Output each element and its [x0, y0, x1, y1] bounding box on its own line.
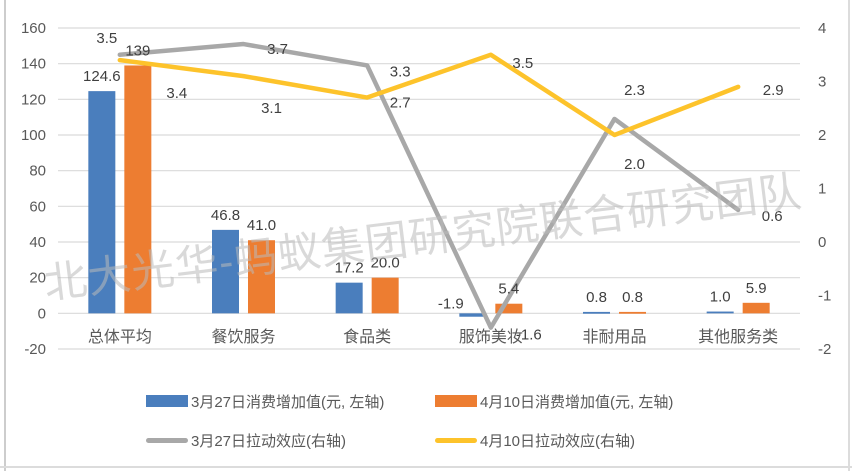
- line-data-label: 3.4: [166, 85, 187, 102]
- left-axis-tick-label: 60: [29, 198, 46, 215]
- bar-data-label: 124.6: [83, 68, 121, 85]
- legend-swatch-apr10-line: [435, 437, 477, 443]
- bar-data-label: 0.8: [622, 289, 643, 306]
- bar-data-label: 17.2: [335, 260, 364, 277]
- frame-edge-bottom: [0, 466, 852, 468]
- bar-data-label: 1.0: [710, 289, 731, 306]
- legend-label-apr10-line: 4月10日拉动效应(右轴): [480, 432, 636, 450]
- bar-apr10: [124, 65, 152, 314]
- right-axis-tick-label: 0: [818, 234, 826, 251]
- bar-apr10: [371, 277, 399, 314]
- left-axis-tick-label: 120: [21, 91, 46, 108]
- legend-label-mar27-bars: 3月27日消费增加值(元, 左轴): [191, 393, 385, 411]
- bar-mar27: [335, 282, 363, 314]
- legend-item-apr10-bars: 4月10日消费增加值(元, 左轴): [435, 391, 673, 411]
- line-data-label: 2.9: [763, 82, 784, 99]
- category-label: 非耐用品: [582, 328, 646, 346]
- left-axis-tick-label: 40: [29, 234, 46, 251]
- right-axis-tick-label: -1: [818, 288, 831, 305]
- legend-label-mar27-line: 3月27日拉动效应(右轴): [191, 432, 347, 450]
- bar-data-label: 5.4: [498, 281, 519, 298]
- legend-swatch-mar27-bar: [146, 395, 188, 407]
- bar-apr10: [495, 303, 523, 314]
- right-axis-tick-label: 2: [818, 127, 826, 144]
- left-axis-tick-label: 100: [21, 127, 46, 144]
- left-axis-tick-label: 0: [38, 305, 46, 322]
- bar-data-label: 5.9: [746, 280, 767, 297]
- frame-edge-right: [848, 0, 850, 471]
- right-axis-tick-label: -2: [818, 341, 831, 358]
- line-data-label: 3.1: [261, 100, 282, 117]
- bar-mar27: [459, 313, 487, 317]
- legend-item-mar27-line: 3月27日拉动效应(右轴): [146, 430, 346, 450]
- right-axis-tick-label: 3: [818, 74, 826, 91]
- legend-item-mar27-bars: 3月27日消费增加值(元, 左轴): [146, 391, 384, 411]
- line-data-label: 3.7: [267, 41, 288, 58]
- bar-mar27: [706, 311, 734, 314]
- bar-data-label: -1.9: [438, 295, 464, 312]
- line-data-label: 3.3: [390, 63, 411, 80]
- legend-label-apr10-bars: 4月10日消费增加值(元, 左轴): [480, 393, 674, 411]
- line-data-label: 2.3: [624, 82, 645, 99]
- left-axis-tick-label: 160: [21, 20, 46, 37]
- legend-swatch-apr10-bar: [435, 395, 477, 407]
- bar-apr10: [619, 311, 646, 314]
- bar-data-label: 139: [125, 42, 150, 59]
- bar-data-label: 41.0: [247, 217, 276, 234]
- legend-swatch-mar27-line: [146, 437, 188, 443]
- line-data-label: -1.6: [516, 327, 542, 344]
- right-axis-tick-label: 4: [818, 20, 826, 37]
- line-data-label: 3.5: [96, 30, 117, 47]
- line-data-label: 0.6: [762, 208, 783, 225]
- left-axis-tick-label: 140: [21, 56, 46, 73]
- left-axis-tick-label: 80: [29, 163, 46, 180]
- category-label: 其他服务类: [698, 328, 778, 346]
- frame-edge-left: [4, 0, 6, 471]
- category-label: 总体平均: [88, 328, 152, 346]
- bar-mar27: [583, 311, 610, 314]
- line-data-label: 3.5: [512, 55, 533, 72]
- line-apr10: [117, 52, 741, 138]
- bar-data-label: 20.0: [371, 255, 400, 272]
- left-axis-tick-label: -20: [24, 341, 46, 358]
- right-axis-tick-label: 1: [818, 181, 826, 198]
- category-label: 服饰美妆: [459, 328, 523, 346]
- bar-data-label: 46.8: [211, 207, 240, 224]
- legend-item-apr10-line: 4月10日拉动效应(右轴): [435, 430, 635, 450]
- bar-data-label: 0.8: [586, 289, 607, 306]
- category-label: 食品类: [343, 328, 391, 346]
- line-data-label: 2.7: [390, 95, 411, 112]
- line-mar27: [117, 41, 741, 330]
- bar-apr10: [742, 302, 770, 314]
- left-axis-tick-label: 20: [29, 270, 46, 287]
- line-data-label: 2.0: [624, 156, 645, 173]
- bar-mar27: [212, 229, 239, 314]
- category-label: 餐饮服务: [211, 328, 275, 346]
- bar-mar27: [88, 91, 116, 314]
- bar-apr10: [248, 240, 275, 314]
